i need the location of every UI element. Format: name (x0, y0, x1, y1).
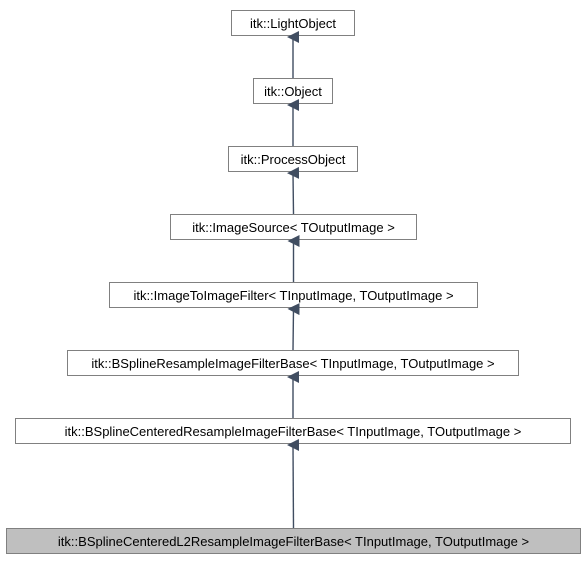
inheritance-edge (293, 309, 294, 350)
class-node[interactable]: itk::BSplineCenteredResampleImageFilterB… (15, 418, 571, 444)
class-node[interactable]: itk::BSplineCenteredL2ResampleImageFilte… (6, 528, 581, 554)
class-node[interactable]: itk::Object (253, 78, 333, 104)
class-node[interactable]: itk::LightObject (231, 10, 355, 36)
inheritance-edge (293, 445, 294, 528)
class-node[interactable]: itk::BSplineResampleImageFilterBase< TIn… (67, 350, 519, 376)
class-node[interactable]: itk::ProcessObject (228, 146, 358, 172)
class-node[interactable]: itk::ImageSource< TOutputImage > (170, 214, 417, 240)
class-node[interactable]: itk::ImageToImageFilter< TInputImage, TO… (109, 282, 478, 308)
inheritance-diagram: itk::LightObjectitk::Objectitk::ProcessO… (6, 6, 584, 566)
inheritance-edge (293, 173, 294, 214)
